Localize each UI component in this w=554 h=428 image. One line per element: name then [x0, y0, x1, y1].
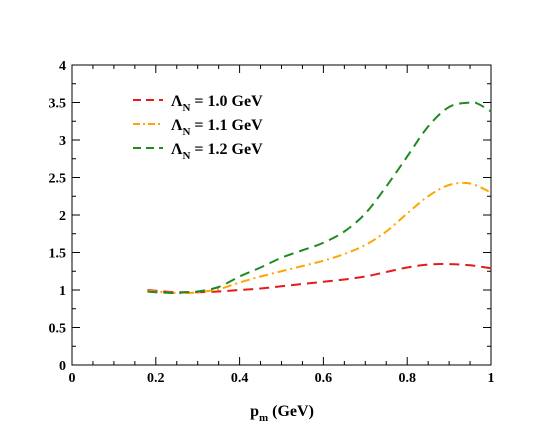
series-line-3 — [147, 101, 492, 295]
legend-symbol: Λ — [171, 117, 183, 134]
y-tick-label: 1.5 — [49, 247, 67, 262]
legend-label-2: ΛN = 1.1 GeV — [171, 117, 263, 138]
legend-symbol: Λ — [171, 93, 183, 110]
legend-value: = 1.0 GeV — [190, 93, 263, 110]
x-tick-label: 0.4 — [231, 371, 249, 386]
series-line-2 — [147, 181, 492, 295]
y-tick-label: 2.5 — [49, 172, 67, 187]
x-tick-label: 1 — [488, 371, 495, 386]
series-line-1 — [147, 263, 492, 294]
plot-frame — [71, 64, 492, 366]
y-tick-label: 2 — [59, 209, 66, 224]
legend-subscript: N — [182, 150, 190, 162]
series-lines — [147, 101, 492, 295]
x-tick-label: 0.6 — [315, 371, 333, 386]
x-tick-label: 0.2 — [147, 371, 165, 386]
y-tick-label: 1 — [59, 284, 66, 299]
legend-label-3: ΛN = 1.2 GeV — [171, 141, 263, 162]
x-tick-label: 0.8 — [398, 371, 416, 386]
plot-area-border — [71, 64, 492, 366]
x-axis-title-subscript: m — [259, 412, 268, 424]
x-axis-title-unit: (GeV) — [268, 403, 314, 420]
y-axis-ticks: 0 0.5 1 1.5 2 2.5 3 3.5 4 — [49, 59, 491, 374]
y-tick-label: 0.5 — [49, 322, 67, 337]
legend-value: = 1.2 GeV — [190, 141, 263, 158]
y-tick-label: 0 — [59, 359, 66, 374]
legend-label-1: ΛN = 1.0 GeV — [171, 93, 263, 114]
legend-subscript: N — [182, 102, 190, 114]
x-axis-ticks: 0 0.2 0.4 0.6 0.8 1 — [69, 65, 495, 386]
legend-value: = 1.1 GeV — [190, 117, 263, 134]
legend-symbol: Λ — [171, 141, 183, 158]
x-axis-title-symbol: p — [250, 403, 259, 420]
x-tick-label: 0 — [69, 371, 76, 386]
y-tick-label: 3.5 — [49, 97, 67, 112]
x-axis-title: pm (GeV) — [250, 403, 314, 424]
y-tick-label: 3 — [59, 134, 66, 149]
y-tick-label: 4 — [59, 59, 66, 74]
legend-subscript: N — [182, 126, 190, 138]
